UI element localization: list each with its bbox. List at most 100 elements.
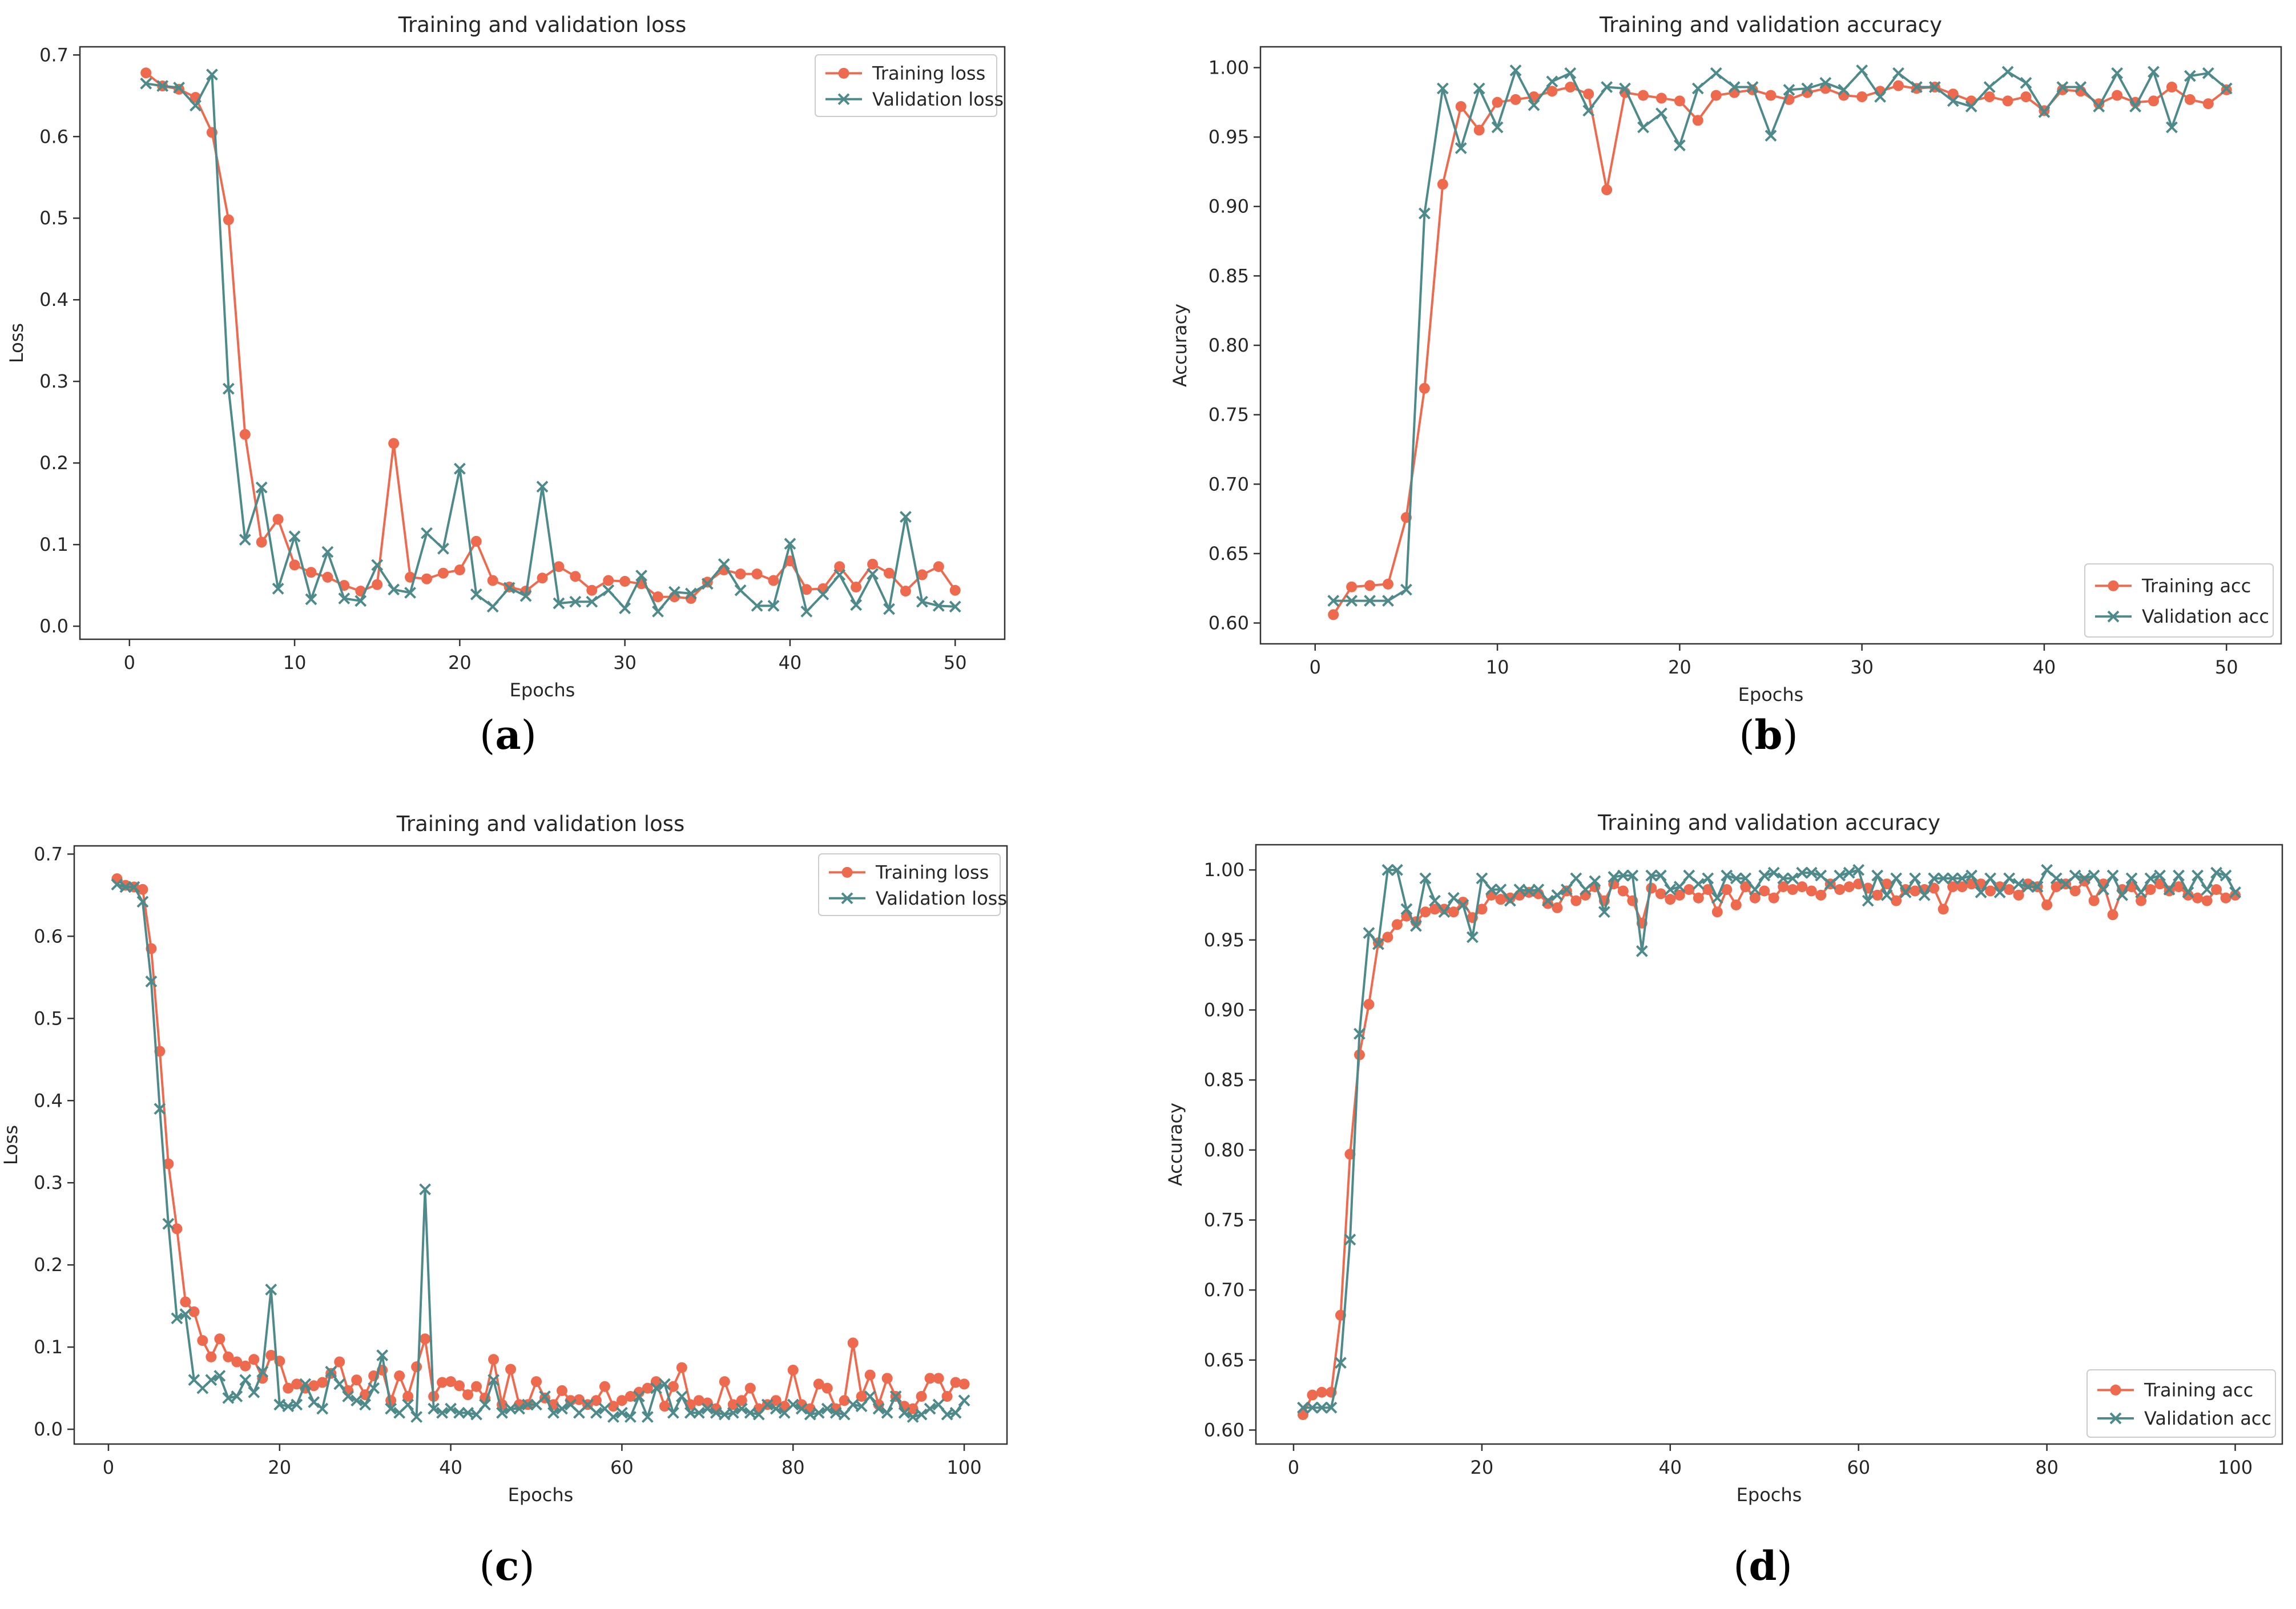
y-tick-label: 0.3 <box>34 1172 63 1193</box>
data-point-1-14 <box>1428 894 1441 907</box>
data-point-1-70 <box>1956 872 1968 885</box>
legend: Training acc Validation acc <box>2086 1369 2276 1438</box>
data-point-1-41 <box>2075 81 2087 93</box>
data-point-0-33 <box>394 1370 405 1382</box>
data-point-1-47 <box>916 595 928 608</box>
y-tick-label: 0.1 <box>39 534 69 555</box>
data-point-1-61 <box>633 1390 645 1402</box>
data-point-1-6 <box>239 534 251 546</box>
data-point-0-11 <box>322 571 333 583</box>
data-point-0-66 <box>676 1362 687 1373</box>
data-point-0-3 <box>137 884 148 895</box>
data-point-1-14 <box>371 559 384 571</box>
data-point-1-54 <box>1805 866 1818 879</box>
data-point-0-47 <box>1740 881 1751 893</box>
legend-swatch-marker <box>841 866 853 878</box>
data-point-0-26 <box>334 1356 345 1368</box>
data-point-1-16 <box>248 1386 260 1398</box>
data-point-0-44 <box>1711 906 1723 918</box>
data-point-1-85 <box>2097 884 2110 896</box>
data-point-0-93 <box>2173 881 2185 893</box>
data-point-1-20 <box>1691 82 1704 95</box>
data-point-0-69 <box>1947 881 1959 893</box>
x-tick-label: 80 <box>782 1457 805 1478</box>
y-tick-label: 0.70 <box>1209 473 1249 495</box>
x-tick-label: 60 <box>1847 1457 1870 1478</box>
data-point-1-97 <box>2210 866 2222 879</box>
data-point-1-90 <box>881 1406 893 1419</box>
data-point-1-21 <box>486 600 499 613</box>
data-point-1-24 <box>1522 885 1535 897</box>
data-point-1-4 <box>1335 1357 1347 1369</box>
data-point-0-1 <box>1307 1389 1318 1401</box>
data-point-1-12 <box>1546 75 1558 88</box>
data-point-1-2 <box>128 881 140 893</box>
data-point-0-14 <box>1429 904 1440 915</box>
data-point-1-26 <box>1801 82 1814 95</box>
data-point-0-8 <box>180 1296 191 1308</box>
data-point-1-25 <box>325 1365 337 1378</box>
plot-frame <box>1255 844 2283 1445</box>
y-tick-label: 0.80 <box>1204 1139 1244 1161</box>
data-point-1-60 <box>624 1411 637 1423</box>
legend: Training loss Validation loss <box>818 853 1007 916</box>
data-point-0-82 <box>2069 885 2081 897</box>
data-point-1-87 <box>2116 889 2128 901</box>
data-point-0-47 <box>2184 94 2196 105</box>
series-1-validation-loss <box>140 68 961 618</box>
data-point-0-38 <box>1655 888 1666 900</box>
data-point-1-92 <box>2163 884 2176 896</box>
data-point-0-37 <box>751 568 763 580</box>
data-point-0-34 <box>1617 885 1629 897</box>
data-point-1-79 <box>787 1398 799 1411</box>
data-point-1-93 <box>907 1411 919 1423</box>
data-point-0-77 <box>770 1395 782 1406</box>
data-point-1-45 <box>2148 66 2160 78</box>
data-point-1-61 <box>1871 869 1884 882</box>
data-point-1-66 <box>1918 889 1931 901</box>
data-point-1-35 <box>1626 869 1639 882</box>
data-point-0-24 <box>537 572 548 584</box>
data-point-1-82 <box>812 1406 825 1419</box>
data-point-1-95 <box>2192 869 2204 882</box>
data-point-0-73 <box>736 1395 747 1406</box>
data-point-1-80 <box>2050 872 2063 885</box>
data-point-1-15 <box>1438 906 1451 918</box>
data-point-0-94 <box>2182 889 2194 901</box>
data-point-0-85 <box>839 1395 850 1406</box>
data-point-1-47 <box>1739 872 1752 885</box>
data-point-0-93 <box>907 1403 919 1414</box>
data-point-1-0 <box>1297 1401 1309 1414</box>
data-point-1-10 <box>305 593 317 606</box>
data-point-1-14 <box>1582 104 1595 117</box>
data-point-1-36 <box>1636 945 1648 957</box>
data-point-1-56 <box>1824 878 1836 890</box>
data-point-1-73 <box>1984 872 1997 885</box>
data-point-1-20 <box>1485 884 1497 896</box>
data-point-0-95 <box>2192 892 2204 904</box>
data-point-1-44 <box>2129 100 2141 113</box>
data-point-1-50 <box>1767 866 1780 879</box>
data-point-1-9 <box>288 530 301 543</box>
data-point-1-41 <box>817 588 829 600</box>
data-point-0-36 <box>735 568 746 580</box>
y-tick-label: 0.60 <box>1204 1419 1244 1441</box>
data-point-1-74 <box>1993 886 2006 898</box>
data-point-0-20 <box>283 1382 294 1394</box>
panel-label: (c) <box>479 1542 534 1590</box>
data-point-0-28 <box>603 575 614 586</box>
x-tick-label: 30 <box>613 652 637 674</box>
data-point-1-80 <box>795 1402 808 1415</box>
data-point-1-64 <box>658 1378 671 1390</box>
data-point-0-57 <box>1834 884 1846 896</box>
y-tick-label: 1.00 <box>1204 859 1244 881</box>
data-point-0-46 <box>505 1364 517 1375</box>
series-1-validation-loss <box>111 878 970 1423</box>
data-point-1-42 <box>1692 878 1705 890</box>
data-point-0-16 <box>248 1354 260 1365</box>
data-point-0-48 <box>2202 98 2214 110</box>
data-point-0-25 <box>553 561 565 572</box>
data-point-1-11 <box>1400 903 1413 916</box>
data-point-0-71 <box>719 1376 730 1388</box>
data-point-0-20 <box>470 535 482 547</box>
